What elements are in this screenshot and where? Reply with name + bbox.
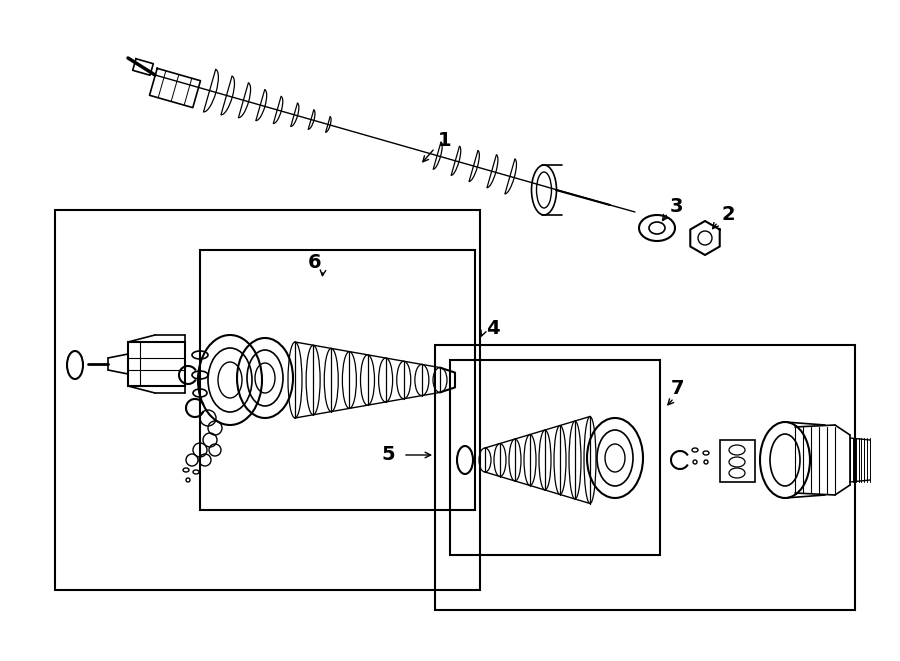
Text: 5: 5 <box>382 446 395 465</box>
Bar <box>450 360 660 555</box>
Text: 2: 2 <box>721 206 734 225</box>
Bar <box>720 440 755 482</box>
Text: 7: 7 <box>670 379 684 397</box>
Text: 4: 4 <box>486 319 500 338</box>
Bar <box>128 342 185 386</box>
Bar <box>55 210 480 590</box>
Text: 3: 3 <box>670 198 683 217</box>
Bar <box>200 250 475 510</box>
Text: 1: 1 <box>438 130 452 149</box>
Bar <box>435 345 855 610</box>
Text: 6: 6 <box>308 253 322 272</box>
